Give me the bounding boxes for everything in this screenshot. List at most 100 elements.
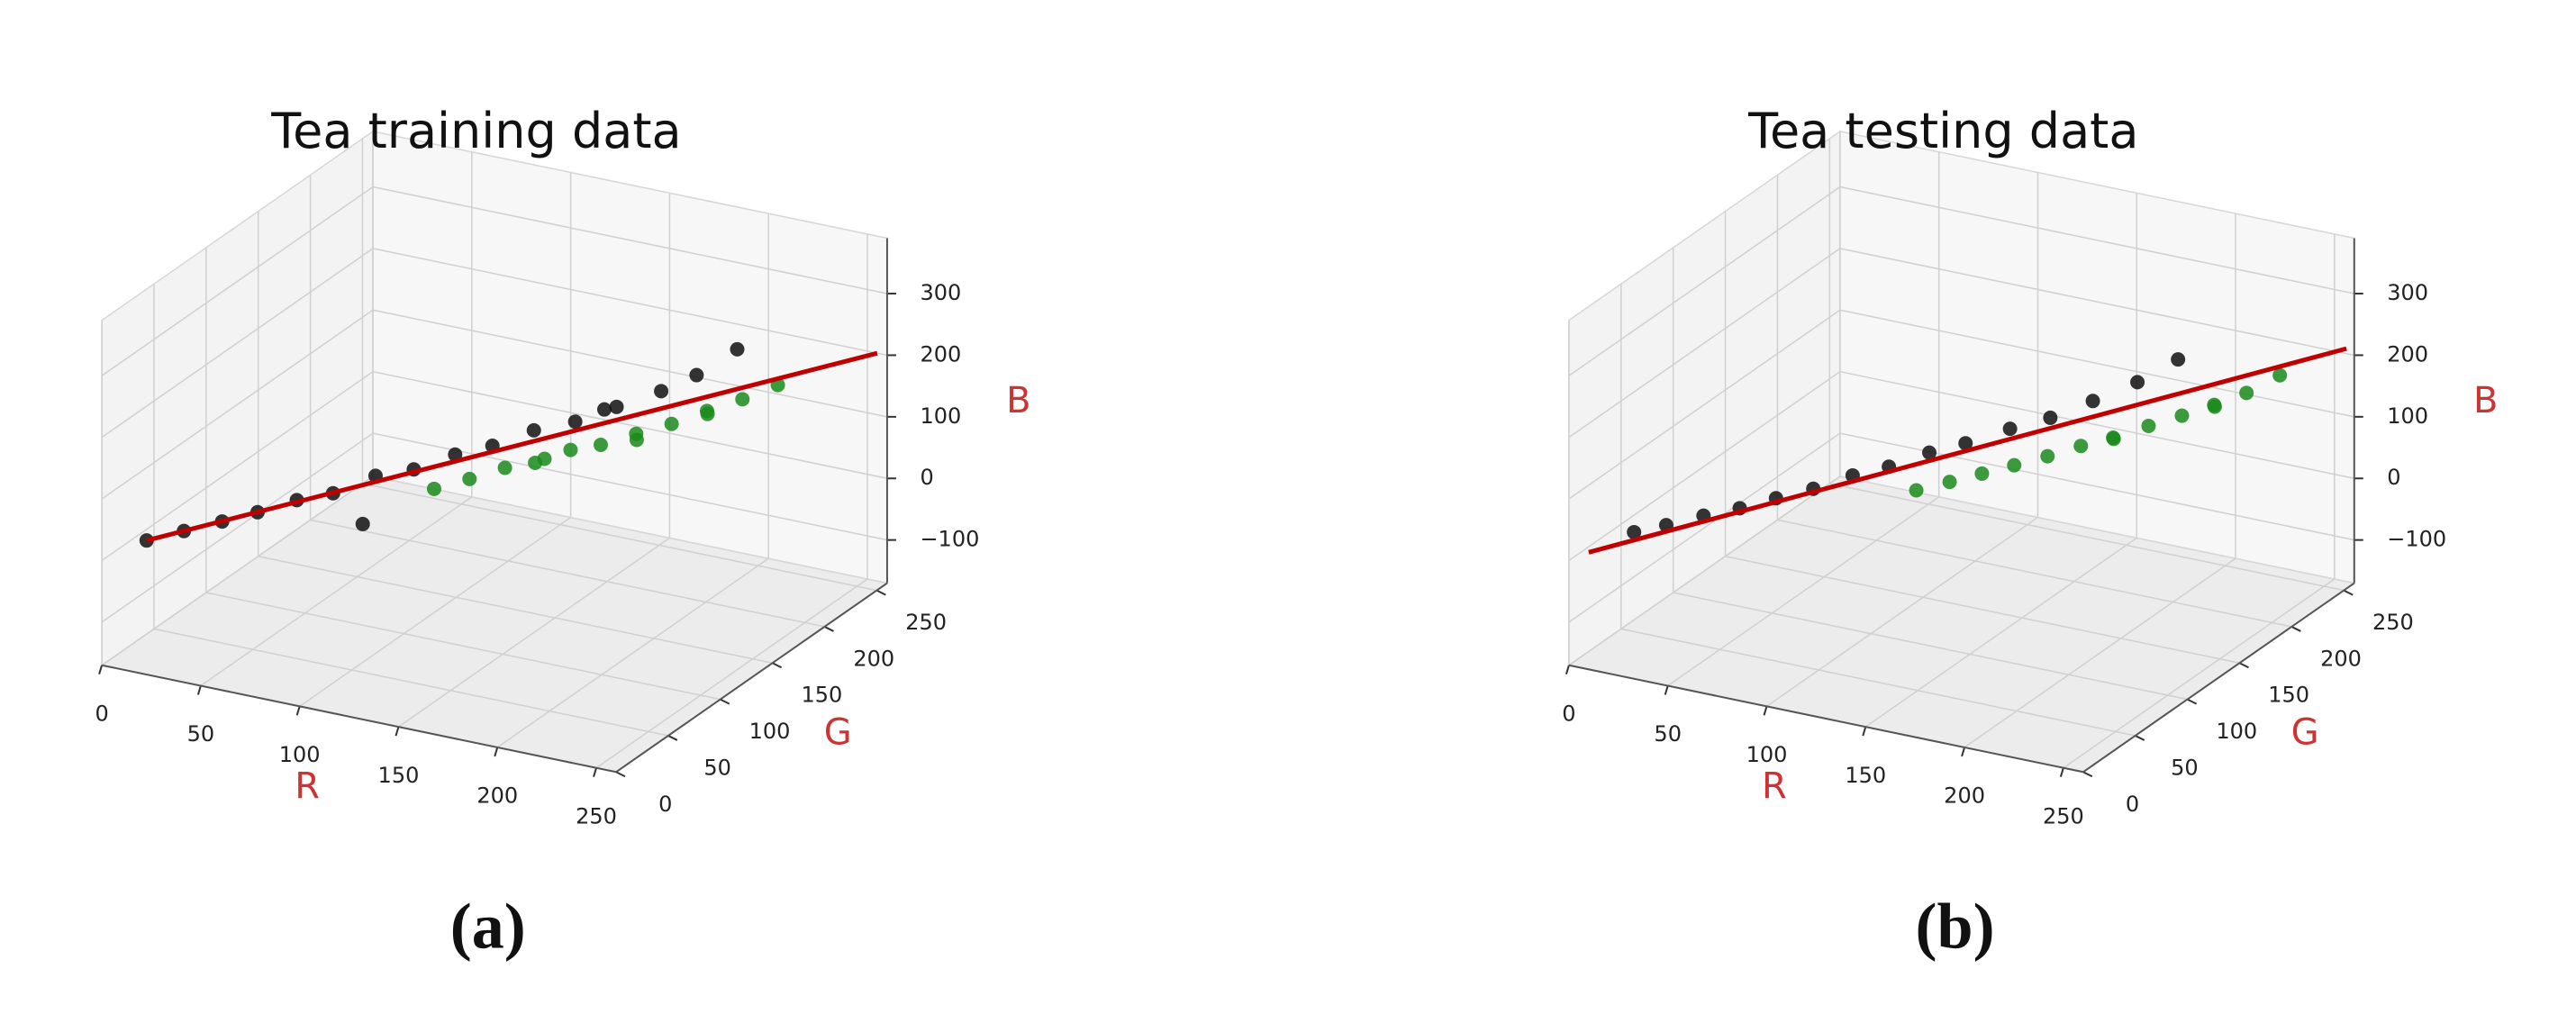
grid-line — [101, 248, 374, 439]
x-tick-label: 200 — [476, 783, 518, 809]
x-tick-label: 200 — [1944, 783, 1985, 809]
grid-line — [1568, 475, 1841, 666]
x-tick-label: 100 — [1746, 742, 1788, 767]
y-tick-label: 50 — [2171, 755, 2199, 780]
x-tick-label: 250 — [2043, 803, 2084, 828]
grid-line — [258, 555, 773, 664]
point — [664, 416, 679, 431]
grid-line — [1839, 186, 2354, 294]
chart-title: Tea testing data — [1747, 103, 2138, 159]
tick-mark — [593, 767, 597, 778]
grid-line — [101, 475, 374, 666]
y-tick-label: 200 — [2320, 646, 2362, 671]
grid-line — [1864, 537, 2137, 728]
caption: (a) — [450, 891, 526, 963]
point — [426, 481, 441, 496]
grid-line — [1620, 628, 2136, 737]
panel: 0 50 100 150 200 250 0 50 100 150 200 250 −100 0 100 20… — [95, 103, 1030, 962]
z-tick-label: 300 — [2387, 280, 2428, 305]
point — [730, 341, 745, 357]
grid-line — [101, 432, 374, 623]
tick-mark — [2187, 698, 2198, 705]
x-axis — [1568, 664, 2084, 774]
grid-line — [372, 309, 888, 418]
grid-line — [1568, 186, 1841, 376]
grid-line — [1777, 519, 2292, 628]
grid-line — [299, 516, 572, 707]
y-tick-label: 200 — [853, 646, 894, 671]
z-tick-label: −100 — [920, 527, 979, 552]
z-tick-label: 0 — [2387, 465, 2400, 490]
y-tick-label: 150 — [2268, 683, 2309, 708]
point — [596, 402, 612, 417]
grid-line — [1725, 555, 2240, 664]
point — [1909, 483, 1924, 498]
point — [1942, 475, 1957, 490]
z-tick-label: 200 — [2387, 341, 2428, 367]
grid-line — [1568, 309, 1841, 500]
grid-line — [1568, 432, 1841, 623]
caption: (b) — [1916, 891, 1995, 963]
grid-line — [1667, 496, 1940, 687]
x-tick-label: 0 — [95, 701, 108, 726]
z-tick-label: −100 — [2387, 527, 2446, 552]
y-axis — [615, 582, 888, 774]
point — [2207, 399, 2222, 414]
grid-line — [398, 537, 670, 728]
z-tick-label: 200 — [920, 341, 961, 367]
tick-mark — [395, 726, 400, 737]
tick-mark — [1862, 726, 1867, 737]
grid-line — [2063, 578, 2336, 769]
point — [462, 471, 477, 486]
tick-mark — [2290, 626, 2301, 632]
y-axis-label: G — [2291, 711, 2319, 753]
point — [2106, 431, 2121, 447]
point — [563, 442, 578, 457]
x-tick-label: 250 — [576, 803, 617, 828]
tick-mark — [2343, 589, 2354, 596]
y-tick-label: 50 — [703, 755, 731, 780]
x-tick-label: 100 — [279, 742, 321, 767]
x-tick-label: 150 — [1845, 763, 1886, 788]
x-tick-label: 0 — [1562, 701, 1575, 726]
grid-line — [1568, 371, 1841, 562]
fit-line — [1588, 346, 2347, 555]
y-tick-label: 250 — [2372, 610, 2414, 635]
grid-line — [200, 496, 473, 687]
point — [567, 414, 583, 430]
z-tick-label: 100 — [920, 403, 961, 429]
point — [654, 384, 669, 399]
grid-line — [153, 628, 669, 737]
point — [593, 438, 608, 453]
point — [1958, 436, 1973, 451]
tick-mark — [875, 589, 886, 596]
x-axis — [101, 664, 617, 774]
tick-mark — [1961, 747, 1966, 757]
z-tick-label: 100 — [2387, 403, 2428, 429]
grid-line — [372, 248, 888, 357]
x-axis-label: R — [295, 766, 320, 808]
point — [1922, 445, 1937, 460]
point — [735, 392, 750, 407]
point — [526, 422, 541, 438]
tick-mark — [824, 626, 834, 632]
point — [2141, 419, 2156, 434]
y-tick-label: 100 — [2216, 719, 2257, 744]
tick-mark — [720, 698, 730, 705]
point — [609, 399, 624, 414]
tick-mark — [1763, 706, 1768, 716]
grid-line — [101, 371, 374, 562]
point — [1627, 524, 1642, 539]
x-axis-label: R — [1762, 766, 1787, 808]
point — [355, 516, 370, 531]
z-tick-label: 0 — [920, 465, 933, 490]
grid-line — [1766, 516, 2038, 707]
tick-mark — [295, 706, 301, 716]
tick-mark — [2135, 735, 2145, 741]
grid-line — [101, 309, 374, 500]
point — [2043, 410, 2058, 425]
grid-line — [1839, 309, 2354, 418]
chart-title: Tea training data — [270, 103, 681, 159]
point — [537, 451, 552, 466]
